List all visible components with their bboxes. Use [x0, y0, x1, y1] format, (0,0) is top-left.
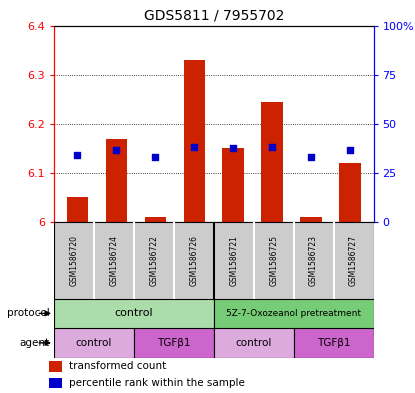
- Bar: [49, 378, 62, 388]
- Bar: [294, 328, 374, 358]
- Text: TGFβ1: TGFβ1: [157, 338, 190, 348]
- Text: GSM1586724: GSM1586724: [110, 235, 118, 286]
- Point: [191, 144, 198, 151]
- Point: [152, 154, 159, 160]
- Text: transformed count: transformed count: [68, 361, 166, 371]
- Bar: [300, 217, 322, 222]
- Bar: [222, 148, 244, 222]
- Bar: [54, 299, 214, 328]
- Bar: [214, 328, 294, 358]
- Point: [74, 152, 81, 158]
- Text: control: control: [76, 338, 112, 348]
- Text: control: control: [235, 338, 272, 348]
- Text: GSM1586725: GSM1586725: [269, 235, 278, 286]
- Bar: [183, 60, 205, 222]
- Bar: [49, 361, 62, 372]
- Text: GSM1586721: GSM1586721: [229, 235, 238, 286]
- Text: TGFβ1: TGFβ1: [317, 338, 350, 348]
- Point: [269, 144, 276, 151]
- Bar: [339, 163, 361, 222]
- Text: GSM1586726: GSM1586726: [189, 235, 198, 286]
- Point: [113, 147, 120, 153]
- Bar: [214, 299, 374, 328]
- Text: GSM1586723: GSM1586723: [309, 235, 318, 286]
- Point: [347, 147, 354, 153]
- Text: percentile rank within the sample: percentile rank within the sample: [68, 378, 244, 388]
- Point: [230, 145, 237, 151]
- Text: 5Z-7-Oxozeanol pretreatment: 5Z-7-Oxozeanol pretreatment: [226, 309, 361, 318]
- Text: GSM1586727: GSM1586727: [349, 235, 358, 286]
- Text: control: control: [115, 309, 153, 318]
- Title: GDS5811 / 7955702: GDS5811 / 7955702: [144, 9, 284, 23]
- Bar: [261, 102, 283, 222]
- Bar: [54, 328, 134, 358]
- Point: [308, 154, 315, 160]
- Text: protocol: protocol: [7, 309, 50, 318]
- Bar: [105, 138, 127, 222]
- Bar: [144, 217, 166, 222]
- Text: GSM1586722: GSM1586722: [149, 235, 158, 286]
- Text: GSM1586720: GSM1586720: [69, 235, 78, 286]
- Text: agent: agent: [20, 338, 50, 348]
- Bar: [67, 197, 88, 222]
- Bar: [134, 328, 214, 358]
